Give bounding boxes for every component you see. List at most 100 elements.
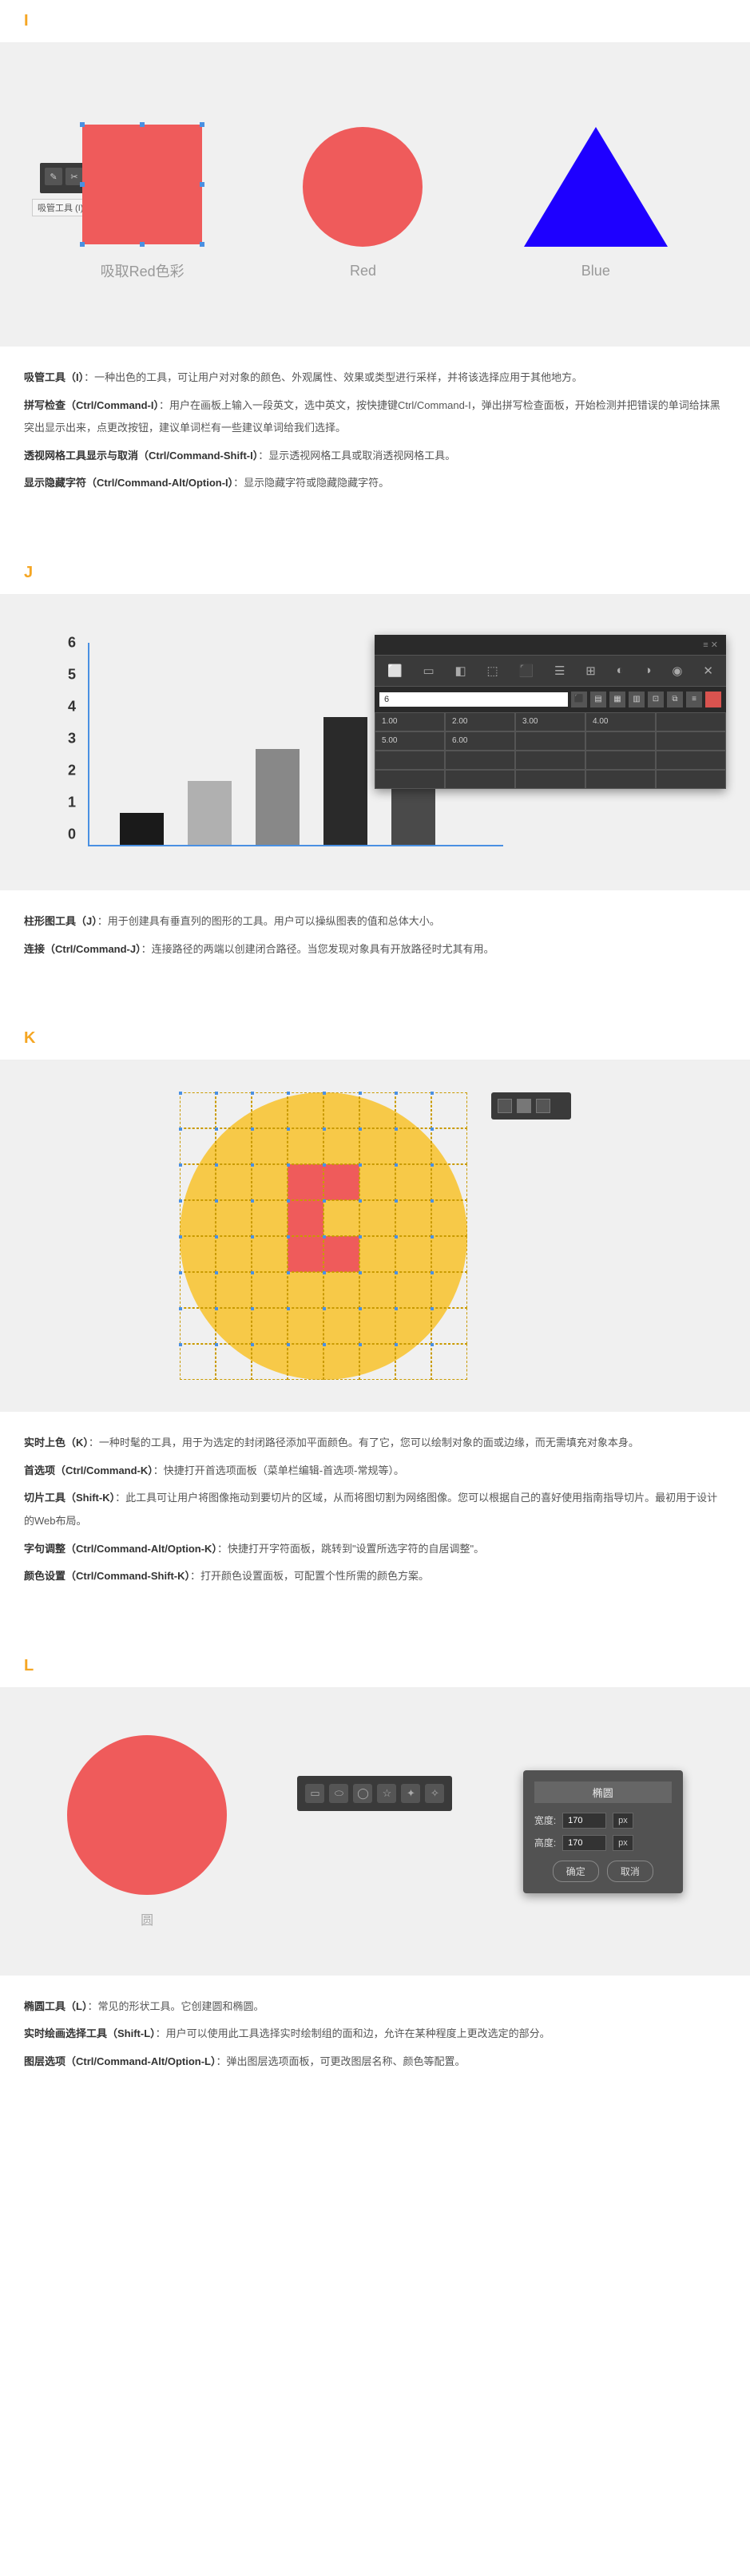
paint-cell[interactable] (323, 1236, 359, 1272)
chart-bar[interactable] (120, 813, 164, 845)
shape-tool-icon[interactable]: ☆ (377, 1784, 396, 1803)
paint-cell[interactable] (216, 1272, 252, 1308)
paint-cell[interactable] (252, 1164, 288, 1200)
data-cell[interactable] (585, 770, 656, 789)
chart-type-icons[interactable]: ⬜▭◧⬚⬛☰⊞◐◑◉✕ (375, 656, 726, 687)
paint-cell[interactable] (359, 1164, 395, 1200)
shape-tool-icon[interactable]: ⬭ (329, 1784, 348, 1803)
ok-button[interactable]: 确定 (553, 1861, 599, 1882)
data-cell[interactable] (656, 731, 726, 751)
paint-cell[interactable] (431, 1344, 467, 1380)
paint-cell[interactable] (180, 1092, 216, 1128)
swatch-2[interactable] (517, 1099, 531, 1113)
chart-type-icon[interactable]: ⬛ (519, 664, 534, 678)
paint-cell[interactable] (180, 1164, 216, 1200)
data-cell[interactable] (656, 712, 726, 731)
chart-bar[interactable] (323, 717, 367, 845)
paint-cell[interactable] (288, 1092, 323, 1128)
panel-action-icon[interactable]: ▥ (629, 692, 645, 707)
paint-cell[interactable] (216, 1344, 252, 1380)
shape-tool-icon[interactable]: ◯ (353, 1784, 372, 1803)
paint-cell[interactable] (323, 1272, 359, 1308)
shape-tool-icon[interactable]: ✦ (401, 1784, 420, 1803)
paint-cell[interactable] (359, 1272, 395, 1308)
data-cell[interactable] (445, 770, 515, 789)
cell-input[interactable] (379, 692, 568, 707)
paint-cell[interactable] (216, 1200, 252, 1236)
panel-action-icon[interactable]: ▤ (590, 692, 606, 707)
paint-cell[interactable] (216, 1092, 252, 1128)
chart-type-icon[interactable]: ⬚ (487, 664, 498, 678)
swatch-1[interactable] (498, 1099, 512, 1113)
chart-type-icon[interactable]: ☰ (554, 664, 565, 678)
data-cell[interactable] (515, 751, 585, 770)
paint-cell[interactable] (180, 1236, 216, 1272)
paint-cell[interactable] (180, 1344, 216, 1380)
paint-cell[interactable] (180, 1200, 216, 1236)
paint-cell[interactable] (395, 1128, 431, 1164)
chart-bar[interactable] (188, 781, 232, 845)
paint-cell[interactable] (252, 1128, 288, 1164)
paint-cell[interactable] (323, 1308, 359, 1344)
paint-cell[interactable] (288, 1272, 323, 1308)
chart-type-icon[interactable]: ⊞ (585, 664, 596, 678)
paint-cell[interactable] (252, 1272, 288, 1308)
paint-cell[interactable] (395, 1308, 431, 1344)
panel-action-icon[interactable]: ⬛ (571, 692, 587, 707)
paint-cell[interactable] (323, 1128, 359, 1164)
data-cell[interactable] (585, 731, 656, 751)
data-cell[interactable] (515, 770, 585, 789)
paint-cell[interactable] (395, 1164, 431, 1200)
chart-type-icon[interactable]: ▭ (423, 664, 435, 678)
shape-tool-icon[interactable]: ✧ (425, 1784, 444, 1803)
paint-cell[interactable] (359, 1308, 395, 1344)
paint-cell[interactable] (323, 1200, 359, 1236)
paint-cell[interactable] (359, 1128, 395, 1164)
chart-type-icon[interactable]: ⬜ (387, 664, 403, 678)
panel-action-icon[interactable]: ⊡ (648, 692, 664, 707)
data-grid[interactable]: 1.002.003.004.005.006.00 (375, 712, 726, 789)
data-cell[interactable] (375, 770, 445, 789)
paint-cell[interactable] (395, 1272, 431, 1308)
paint-cell[interactable] (288, 1164, 323, 1200)
live-paint-circle[interactable] (180, 1092, 467, 1380)
paint-cell[interactable] (395, 1200, 431, 1236)
panel-drag-bar[interactable]: ≡ ✕ (375, 635, 726, 656)
paint-cell[interactable] (395, 1344, 431, 1380)
data-cell[interactable] (585, 751, 656, 770)
chart-type-icon[interactable]: ◐ (617, 664, 624, 678)
paint-cell[interactable] (252, 1308, 288, 1344)
paint-cell[interactable] (216, 1236, 252, 1272)
eyedropper-icon[interactable]: ✎ (45, 168, 62, 185)
red-ellipse[interactable] (67, 1735, 227, 1895)
paint-cell[interactable] (288, 1128, 323, 1164)
shape-tools-palette[interactable]: ▭⬭◯☆✦✧ (297, 1776, 452, 1811)
data-cell[interactable]: 4.00 (585, 712, 656, 731)
paint-cell[interactable] (323, 1092, 359, 1128)
paint-cell[interactable] (395, 1236, 431, 1272)
chart-type-icon[interactable]: ◉ (672, 664, 682, 678)
paint-cell[interactable] (431, 1164, 467, 1200)
data-cell[interactable]: 1.00 (375, 712, 445, 731)
data-cell[interactable] (656, 770, 726, 789)
data-cell[interactable]: 6.00 (445, 731, 515, 751)
paint-cell[interactable] (359, 1344, 395, 1380)
paint-cell[interactable] (288, 1236, 323, 1272)
delete-button[interactable] (705, 692, 721, 707)
paint-cell[interactable] (431, 1092, 467, 1128)
height-input[interactable] (562, 1835, 606, 1851)
paint-cell[interactable] (216, 1308, 252, 1344)
paint-cell[interactable] (216, 1164, 252, 1200)
color-palette-k[interactable] (491, 1092, 571, 1120)
red-square[interactable] (82, 125, 202, 244)
data-cell[interactable]: 2.00 (445, 712, 515, 731)
width-input[interactable] (562, 1813, 606, 1829)
paint-cell[interactable] (431, 1308, 467, 1344)
paint-cell[interactable] (431, 1128, 467, 1164)
paint-cell[interactable] (216, 1128, 252, 1164)
paint-cell[interactable] (252, 1344, 288, 1380)
paint-cell[interactable] (288, 1200, 323, 1236)
swatch-3[interactable] (536, 1099, 550, 1113)
paint-cell[interactable] (395, 1092, 431, 1128)
paint-cell[interactable] (359, 1236, 395, 1272)
